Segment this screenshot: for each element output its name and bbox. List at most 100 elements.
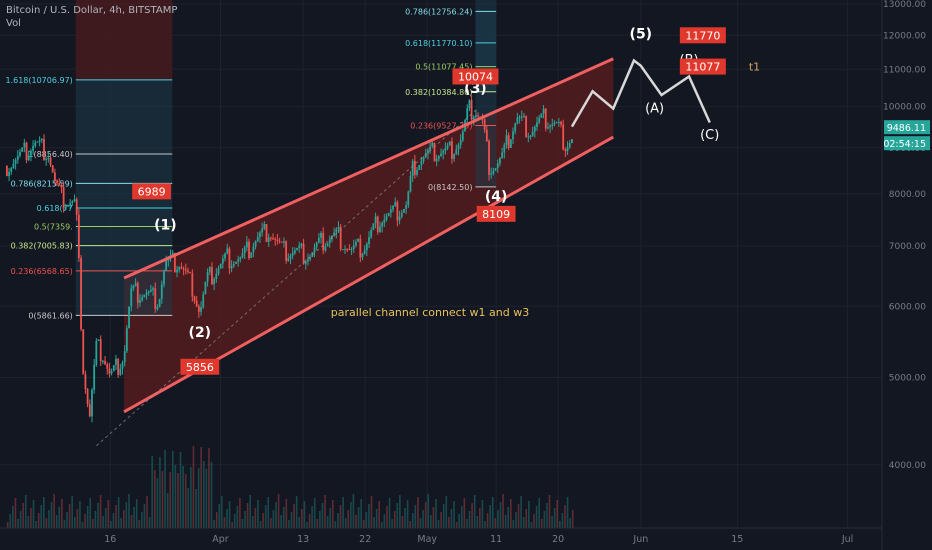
- volume-bar: [391, 519, 393, 528]
- candle-body: [163, 270, 165, 285]
- candle-body: [553, 123, 556, 125]
- candle-body: [16, 155, 19, 160]
- volume-bar: [195, 489, 197, 528]
- volume-bar: [458, 514, 460, 528]
- candle-body: [130, 288, 133, 307]
- candle-body: [134, 283, 137, 286]
- volume-bar: [146, 496, 148, 528]
- candle-body: [180, 267, 183, 269]
- candle-body: [309, 257, 312, 260]
- fib-left-level-label: 0.5(7359.: [34, 222, 73, 231]
- volume-bar: [380, 522, 383, 528]
- volume-bar: [528, 501, 530, 528]
- candle-body: [19, 151, 21, 156]
- candle-body: [197, 306, 200, 312]
- price-box: [679, 27, 726, 44]
- time-tick-label: Jul: [841, 534, 853, 545]
- candle-body: [344, 249, 346, 251]
- volume-bar: [484, 521, 486, 528]
- candle-body: [25, 142, 28, 161]
- volume-bar: [24, 495, 27, 528]
- volume-bar: [540, 519, 543, 528]
- volume-bar: [510, 499, 512, 528]
- volume-bar: [303, 501, 306, 528]
- candle-body: [77, 214, 80, 258]
- candle-body: [490, 173, 493, 175]
- candle-body: [261, 228, 264, 233]
- volume-bar: [399, 495, 401, 528]
- candle-body: [115, 358, 117, 366]
- chart-header: Bitcoin / U.S. Dollar, 4h, BITSTAMP Vol: [6, 4, 177, 30]
- candle-body: [75, 199, 78, 215]
- candle-body: [298, 245, 301, 248]
- volume-bar: [502, 494, 504, 528]
- volume-bar: [166, 493, 169, 528]
- volume-bar: [362, 520, 365, 528]
- fib-left-level-label: 0(5861.66): [28, 311, 72, 320]
- volume-bar: [295, 496, 298, 528]
- candle-body: [125, 328, 128, 352]
- volume-bar: [430, 515, 432, 528]
- candle-body: [472, 117, 475, 120]
- candle-body: [485, 129, 488, 142]
- candle-body: [252, 246, 255, 253]
- candle-body: [141, 297, 144, 301]
- candle-body: [62, 187, 65, 209]
- candle-body: [405, 205, 408, 209]
- price-tick-label: 6000.00: [889, 302, 926, 312]
- candle-body: [326, 242, 329, 247]
- candle-body: [272, 238, 274, 240]
- volume-bar: [396, 503, 399, 528]
- volume-bar: [468, 511, 471, 528]
- candle-body: [551, 124, 554, 126]
- volume-bar: [128, 494, 130, 528]
- candle-body: [437, 156, 440, 159]
- candle-body: [156, 307, 159, 309]
- volume-bar: [236, 506, 239, 528]
- volume-bar: [375, 509, 378, 528]
- candle-body: [418, 165, 421, 170]
- volume-bar: [460, 506, 463, 528]
- candle-body: [123, 351, 126, 363]
- fib-left-upper-zone: [75, 0, 173, 80]
- volume-bar: [45, 518, 48, 528]
- volume-bar: [50, 502, 53, 528]
- candle-body: [475, 115, 477, 118]
- volume-bar: [107, 500, 110, 528]
- candle-body: [557, 121, 560, 123]
- volume-bar: [520, 496, 522, 528]
- volume-bar: [530, 522, 533, 528]
- candle-body: [453, 154, 456, 159]
- candle-body: [73, 199, 76, 202]
- candle-body: [267, 237, 270, 242]
- candle-body: [542, 108, 545, 114]
- price-box: [132, 183, 171, 200]
- volume-bar: [388, 498, 391, 528]
- time-tick-label: Jun: [632, 534, 648, 545]
- candles: [5, 95, 573, 423]
- candle-body: [291, 252, 294, 256]
- candle-body: [501, 152, 504, 158]
- volume-bar: [73, 517, 76, 528]
- volume-bar: [267, 497, 270, 528]
- volume-bar: [378, 501, 381, 528]
- volume-bar: [566, 497, 569, 528]
- candle-body: [119, 368, 122, 375]
- wave-label: (5): [630, 27, 653, 43]
- volume-bar: [226, 509, 228, 528]
- price-box-text: 11077: [685, 61, 720, 74]
- candle-body: [459, 140, 462, 145]
- volume-bar: [455, 522, 458, 528]
- volume-bar: [559, 521, 561, 528]
- volume-bar: [35, 521, 37, 528]
- fib-left-level-label: 0.236(6568.65): [11, 267, 73, 276]
- candle-body: [14, 159, 17, 164]
- volume-bar: [357, 507, 360, 528]
- volume-bar: [102, 516, 104, 528]
- volume-bar: [334, 521, 337, 528]
- volume-bar: [411, 513, 414, 528]
- volume-bar: [135, 499, 138, 528]
- volume-bar: [486, 513, 489, 528]
- candle-body: [562, 124, 565, 150]
